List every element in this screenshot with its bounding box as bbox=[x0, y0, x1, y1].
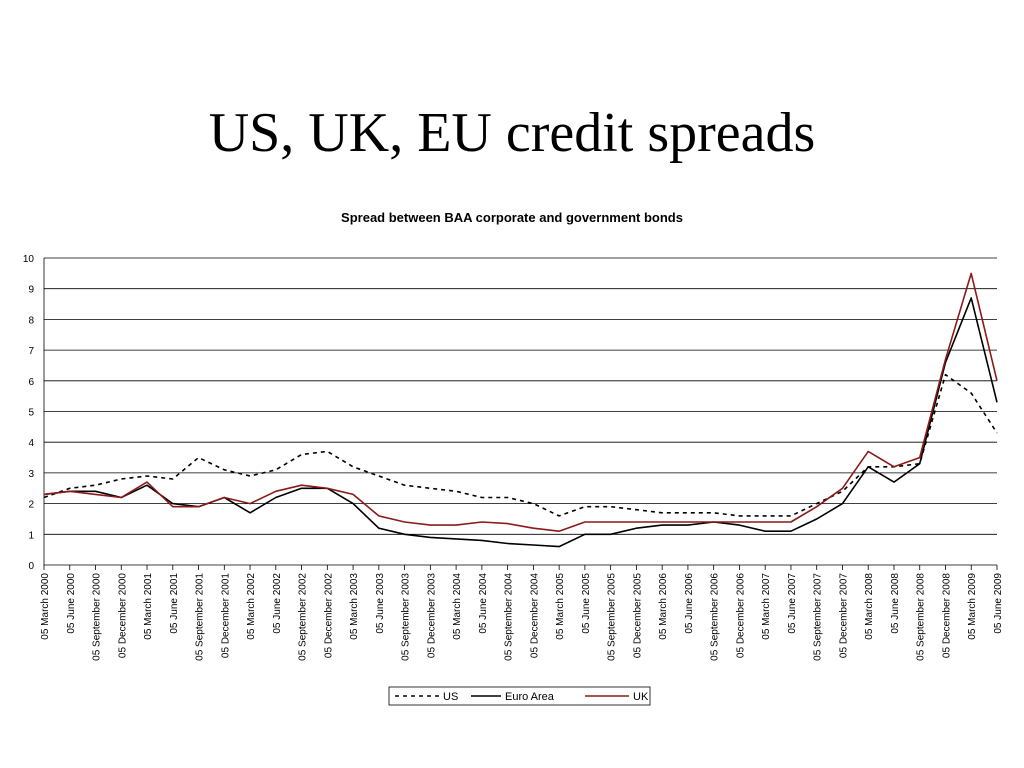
x-tick-label: 05 June 2004 bbox=[478, 573, 489, 634]
x-tick-label: 05 March 2002 bbox=[246, 573, 257, 640]
y-axis-tick-labels: 0 1 2 3 4 5 6 7 8 9 10 bbox=[23, 254, 35, 572]
x-tick-label: 05 September 2000 bbox=[92, 573, 103, 661]
x-tick-label: 05 December 2000 bbox=[117, 573, 128, 658]
x-tick-label: 05 December 2002 bbox=[323, 573, 334, 658]
x-tick-label: 05 December 2006 bbox=[735, 573, 746, 658]
y-tick-label: 10 bbox=[23, 254, 35, 265]
x-tick-label: 05 March 2003 bbox=[349, 573, 360, 640]
y-tick-label: 2 bbox=[28, 500, 34, 511]
series-line-euro-area bbox=[43, 297, 998, 548]
x-tick-label: 05 December 2001 bbox=[220, 573, 231, 658]
slide-title: US, UK, EU credit spreads bbox=[208, 102, 816, 164]
legend-box bbox=[388, 686, 651, 706]
x-tick-label: 05 December 2005 bbox=[632, 573, 643, 658]
x-tick-label: 05 June 2008 bbox=[890, 573, 901, 634]
x-tick-label: 05 September 2005 bbox=[607, 573, 618, 661]
y-tick-label: 3 bbox=[28, 469, 34, 480]
x-tick-label: 05 March 2008 bbox=[864, 573, 875, 640]
x-tick-label: 05 March 2006 bbox=[658, 573, 669, 640]
x-tick-label: 05 December 2007 bbox=[838, 573, 849, 658]
legend: US Euro Area UK bbox=[388, 686, 651, 706]
x-tick-label: 05 March 2009 bbox=[967, 573, 978, 640]
x-tick-label: 05 December 2008 bbox=[941, 573, 952, 658]
series-line-us bbox=[43, 373, 998, 517]
x-tick-label: 05 March 2007 bbox=[761, 573, 772, 640]
x-tick-label: 05 September 2003 bbox=[401, 573, 412, 661]
x-tick-label: 05 March 2004 bbox=[452, 573, 463, 640]
chart-title-group: Spread between BAA corporate and governm… bbox=[341, 210, 683, 225]
x-tick-label: 05 March 2005 bbox=[555, 573, 566, 640]
series-line-uk bbox=[43, 272, 998, 533]
x-tick-label: 05 September 2002 bbox=[298, 573, 309, 661]
x-tick-label: 05 September 2004 bbox=[504, 573, 515, 661]
x-tick-label: 05 June 2000 bbox=[66, 573, 77, 634]
x-tick-label: 05 June 2002 bbox=[272, 573, 283, 634]
x-tick-label: 05 December 2004 bbox=[529, 573, 540, 658]
x-tick-label: 05 June 2005 bbox=[581, 573, 592, 634]
legend-label: UK bbox=[633, 691, 649, 703]
y-tick-label: 5 bbox=[28, 408, 34, 419]
x-tick-label: 05 June 2006 bbox=[684, 573, 695, 634]
y-tick-label: 6 bbox=[28, 377, 34, 388]
series-lines bbox=[43, 272, 998, 548]
y-tick-label: 1 bbox=[28, 530, 34, 541]
x-tick-label: 05 September 2008 bbox=[916, 573, 927, 661]
x-tick-label: 05 June 2003 bbox=[375, 573, 386, 634]
legend-label: Euro Area bbox=[505, 691, 555, 703]
y-tick-label: 9 bbox=[28, 285, 34, 296]
grid-group bbox=[43, 257, 997, 566]
x-tick-label: 05 March 2001 bbox=[143, 573, 154, 640]
x-tick-label: 05 September 2001 bbox=[195, 573, 206, 661]
x-tick-label: 05 June 2007 bbox=[787, 573, 798, 634]
chart-title: Spread between BAA corporate and governm… bbox=[341, 210, 683, 225]
x-tick-label: 05 June 2001 bbox=[169, 573, 180, 634]
y-tick-label: 4 bbox=[28, 438, 34, 449]
x-axis-tick-labels: 05 March 2000 05 June 2000 05 September 20… bbox=[40, 565, 1004, 661]
legend-label: US bbox=[443, 691, 458, 703]
y-tick-label: 7 bbox=[28, 346, 34, 357]
x-tick-label: 05 September 2007 bbox=[813, 573, 824, 661]
y-tick-label: 8 bbox=[28, 315, 34, 326]
x-tick-label: 05 June 2009 bbox=[993, 573, 1004, 634]
x-tick-label: 05 September 2006 bbox=[710, 573, 721, 661]
x-tick-label: 05 March 2000 bbox=[40, 573, 51, 640]
y-tick-label: 0 bbox=[28, 561, 34, 572]
x-tick-label: 05 December 2003 bbox=[426, 573, 437, 658]
